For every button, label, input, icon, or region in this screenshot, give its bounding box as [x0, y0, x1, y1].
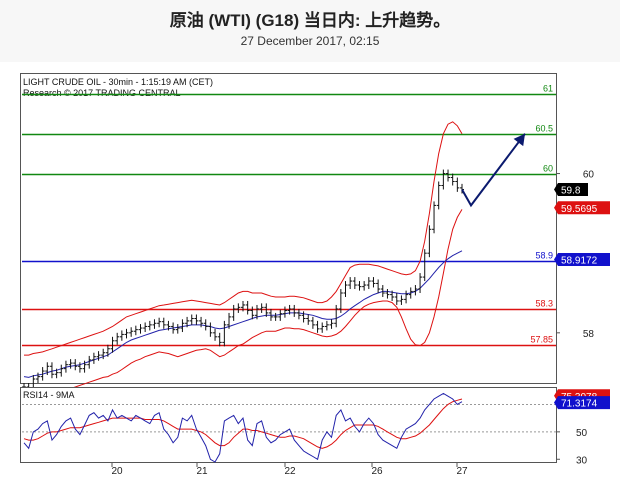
price-tag-bg — [554, 253, 610, 267]
price-tick-label: 60 — [583, 170, 595, 181]
level-label: 58.3 — [535, 299, 553, 309]
rsi-tags: 75.307871.3174 — [554, 389, 610, 410]
time-tick-label: 27 — [456, 466, 468, 477]
rsi-label: RSI14 - 9MA — [23, 390, 75, 400]
rsi-tick-label: 50 — [576, 428, 588, 439]
page-title: 原油 (WTI) (G18) 当日内: 上升趋势。 — [169, 11, 451, 30]
rsi-tag: 71.3174 — [561, 399, 598, 410]
time-tick-label: 26 — [371, 466, 383, 477]
rsi-tick-label: 30 — [576, 455, 588, 466]
price-tag: 59.5695 — [561, 204, 598, 215]
bollinger-upper-line — [24, 121, 463, 356]
rsi-tag-bg — [554, 396, 610, 410]
time-tick-label: 20 — [111, 466, 123, 477]
rsi-line — [23, 392, 463, 463]
chart-header-line1: LIGHT CRUDE OIL - 30min - 1:15:19 AM (CE… — [23, 77, 213, 87]
time-tick-label: 22 — [284, 466, 296, 477]
price-tag-bg — [554, 182, 588, 196]
level-label: 57.85 — [530, 335, 553, 345]
rsi-axis: 305070 — [556, 400, 588, 466]
level-lines: 61 60.5 60 58.9 58.3 57.85 — [22, 84, 556, 347]
price-tick-label: 58 — [583, 329, 595, 340]
level-label: 60 — [543, 164, 553, 174]
price-tag-bg — [554, 201, 610, 215]
price-tags: 59.8 59.5695 58.9172 — [554, 182, 610, 267]
rsi-ma-line — [23, 398, 463, 449]
page-subtitle: 27 December 2017, 02:15 — [240, 34, 380, 48]
time-tick-label: 21 — [196, 466, 208, 477]
moving-average-line — [23, 250, 463, 378]
price-bars — [22, 169, 464, 395]
rsi-panel-frame — [20, 387, 557, 463]
trend-arrow-line — [461, 133, 526, 208]
main-chart-frame — [20, 73, 557, 384]
price-tag: 59.8 — [561, 185, 581, 196]
rsi-reference-lines — [22, 403, 556, 433]
bollinger-lower-line — [23, 209, 463, 398]
trend-arrow-head — [513, 133, 525, 147]
header-band: 原油 (WTI) (G18) 当日内: 上升趋势。 27 December 20… — [0, 0, 620, 62]
price-axis: 58 60 — [556, 170, 594, 340]
time-axis: 20 21 22 26 27 — [111, 462, 468, 477]
level-label: 61 — [543, 84, 553, 94]
chart-header-line2: Research © 2017 TRADING CENTRAL — [23, 88, 181, 98]
price-tag: 58.9172 — [561, 256, 598, 267]
level-label: 60.5 — [535, 124, 553, 134]
level-label: 58.9 — [535, 251, 553, 261]
